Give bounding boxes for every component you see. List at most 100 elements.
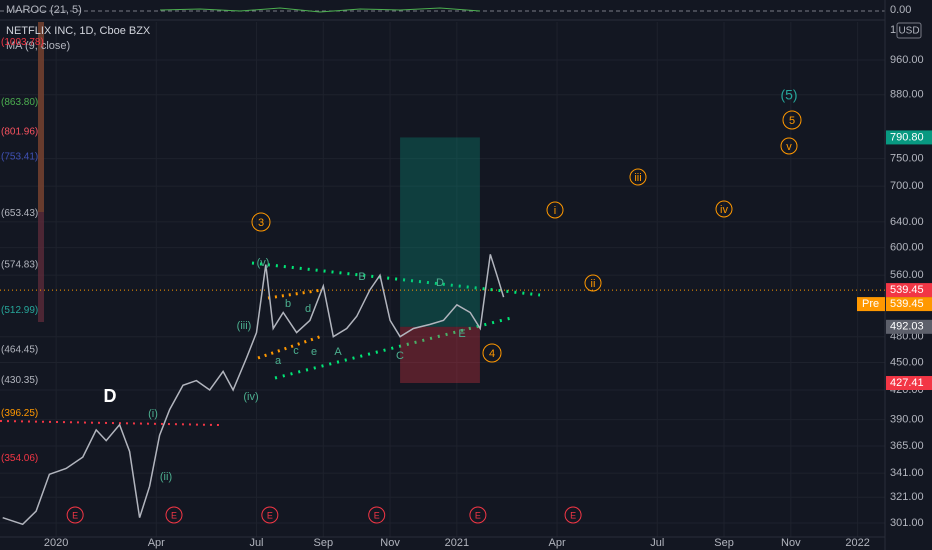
wave-label: 5 [789, 115, 795, 127]
level-label: (396.25) [1, 408, 38, 419]
symbol-legend: NETFLIX INC, 1D, Cboe BZX [6, 25, 151, 37]
earnings-marker [165, 506, 183, 524]
y-tick-label: 560.00 [890, 269, 924, 281]
wave-circle [584, 274, 602, 292]
indicator-title: MAROC (21, 5) [6, 4, 82, 16]
wave-label: 4 [489, 348, 495, 360]
earnings-label: E [570, 510, 576, 520]
y-tick-label: 365.00 [890, 440, 924, 452]
y-tick-label: 700.00 [890, 180, 924, 192]
earnings-label: E [72, 510, 78, 520]
y-tick-label: 341.00 [890, 467, 924, 479]
trend-line [274, 315, 516, 380]
x-tick-label: Nov [781, 537, 801, 549]
wave-label: a [275, 355, 282, 367]
wave-label: (iii) [237, 320, 252, 332]
wave-label: d [305, 303, 311, 315]
earnings-marker [66, 506, 84, 524]
y-tick-label: 301.00 [890, 517, 924, 529]
indicator-line [159, 7, 481, 13]
x-tick-label: 2021 [445, 537, 469, 549]
wave-label: v [786, 141, 792, 153]
level-label: (512.99) [1, 305, 38, 316]
y-tick-label: 600.00 [890, 242, 924, 254]
x-tick-label: Jul [249, 537, 263, 549]
earnings-label: E [267, 510, 273, 520]
wave-label: ii [591, 278, 596, 290]
y-tick-label: 321.00 [890, 491, 924, 503]
y-tick-label: 640.00 [890, 216, 924, 228]
earnings-label: E [171, 510, 177, 520]
ma-legend: MA (9, close) [6, 40, 70, 52]
price-tag [886, 283, 932, 298]
wave-circle [780, 137, 798, 155]
prefix-label: Pre [862, 298, 879, 310]
price-tag-label: 539.45 [890, 284, 924, 296]
price-tag-label: 492.03 [890, 321, 924, 333]
wave-label: i [554, 205, 556, 217]
wave-label: (5) [780, 87, 797, 103]
support-line [0, 420, 221, 426]
price-tag-label: 539.45 [890, 298, 924, 310]
earnings-marker [564, 506, 582, 524]
price-tag [886, 130, 932, 145]
y-tick-label: 390.00 [890, 413, 924, 425]
earnings-label: E [374, 510, 380, 520]
prefix-tag [857, 297, 885, 312]
level-label: (354.06) [1, 453, 38, 464]
wave-label: D [436, 277, 444, 289]
wave-circle [629, 168, 647, 186]
scale-label: 1 [890, 24, 896, 36]
price-tag [886, 376, 932, 391]
wave-label: c [293, 345, 299, 357]
level-label: (653.43) [1, 208, 38, 219]
price-tag-label: 427.41 [890, 377, 924, 389]
level-label: (1003.78) [1, 37, 44, 48]
wave-label: (i) [148, 408, 158, 420]
wave-label: D [104, 386, 117, 406]
wave-label: (v) [257, 257, 270, 269]
currency-badge[interactable] [896, 22, 922, 39]
wave-label: (ii) [160, 471, 172, 483]
wave-label: 3 [258, 217, 264, 229]
price-tag [886, 319, 932, 334]
wave-label: B [358, 271, 365, 283]
earnings-marker [368, 506, 386, 524]
level-label: (801.96) [1, 126, 38, 137]
volume-profile-strip [38, 22, 44, 212]
profit-zone [400, 137, 480, 327]
level-label: (753.41) [1, 151, 38, 162]
x-tick-label: Apr [148, 537, 165, 549]
level-label: (430.35) [1, 375, 38, 386]
loss-zone [400, 326, 480, 384]
wave-label: (iv) [243, 391, 258, 403]
y-tick-label: 450.00 [890, 356, 924, 368]
level-label: (464.45) [1, 344, 38, 355]
y-tick-label: 750.00 [890, 152, 924, 164]
wave-label: iv [720, 204, 728, 216]
x-tick-label: Jul [650, 537, 664, 549]
wave-circle [251, 212, 271, 232]
wave-circle [782, 110, 802, 130]
wave-circle [715, 200, 733, 218]
x-tick-label: Nov [380, 537, 400, 549]
earnings-marker [469, 506, 487, 524]
y-tick-label: 880.00 [890, 89, 924, 101]
wave-label: E [458, 328, 465, 340]
wave-circle [482, 343, 502, 363]
price-line [2, 254, 505, 526]
x-tick-label: Sep [313, 537, 333, 549]
y-tick-label: 960.00 [890, 54, 924, 66]
wave-label: A [334, 346, 342, 358]
currency-label: USD [898, 26, 919, 37]
wave-label: iii [634, 172, 641, 184]
price-tag [886, 297, 932, 312]
earnings-label: E [475, 510, 481, 520]
x-tick-label: 2020 [44, 537, 68, 549]
level-label: (574.83) [1, 259, 38, 270]
wave-label: b [285, 298, 291, 310]
x-tick-label: Apr [548, 537, 565, 549]
earnings-marker [261, 506, 279, 524]
